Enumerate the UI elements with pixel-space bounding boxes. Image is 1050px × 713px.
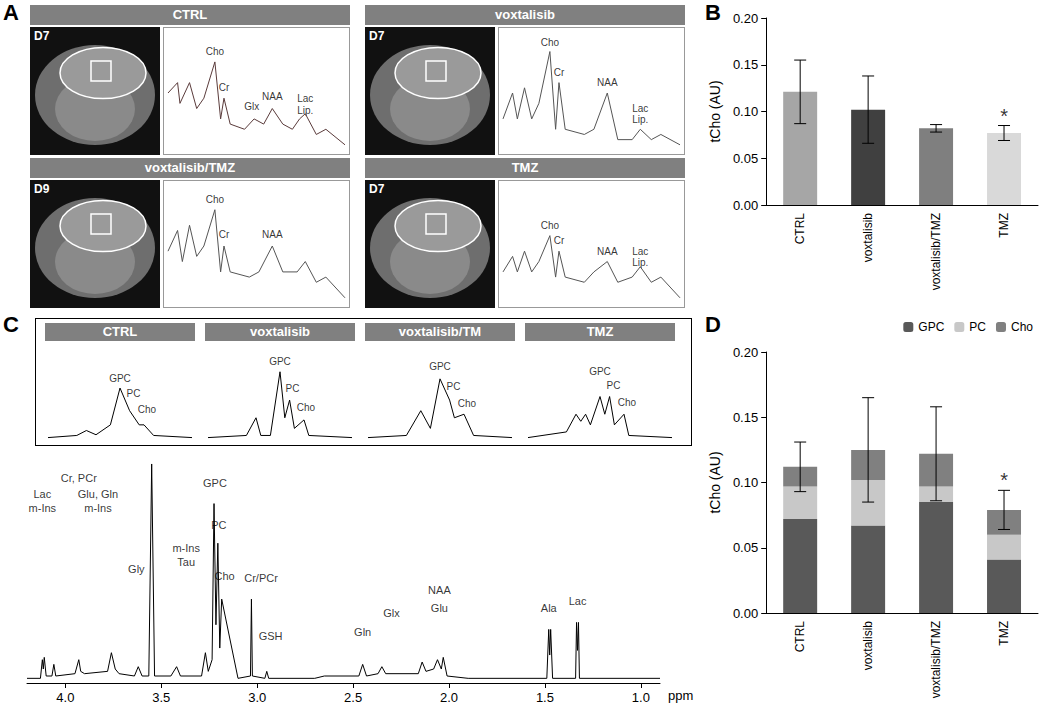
- svg-text:PC: PC: [446, 381, 460, 392]
- svg-text:NAA: NAA: [597, 77, 618, 88]
- svg-text:m-Ins: m-Ins: [172, 542, 200, 554]
- svg-text:GPC: GPC: [203, 477, 227, 489]
- svg-text:Lip.: Lip.: [297, 105, 314, 117]
- svg-text:voxtalisib: voxtalisib: [861, 621, 875, 671]
- html-text:voxtalisib: voxtalisib: [250, 324, 310, 339]
- svg-text:GPC: GPC: [918, 320, 944, 334]
- svg-text:1.5: 1.5: [536, 690, 554, 705]
- svg-text:PC: PC: [286, 383, 300, 394]
- svg-text:1.0: 1.0: [632, 690, 650, 705]
- svg-text:CTRL: CTRL: [793, 213, 807, 245]
- svg-text:Cho: Cho: [297, 402, 316, 413]
- svg-text:*: *: [1000, 469, 1008, 491]
- svg-text:tCho (AU): tCho (AU): [707, 451, 723, 513]
- svg-text:TMZ: TMZ: [997, 213, 1011, 238]
- html-text:D7: D7: [369, 182, 385, 196]
- svg-text:Cr: Cr: [554, 67, 565, 78]
- html-text:voxtalisib/TM: voxtalisib/TM: [398, 324, 482, 339]
- html-text:D7: D7: [34, 29, 50, 43]
- html-text:TMZ: TMZ: [511, 160, 539, 175]
- svg-text:Cho: Cho: [206, 46, 225, 57]
- svg-text:Cho: Cho: [214, 569, 235, 582]
- svg-text:PC: PC: [211, 518, 227, 531]
- svg-text:0.20: 0.20: [733, 11, 758, 26]
- html-text:TMZ: TMZ: [586, 324, 614, 339]
- svg-text:m-Ins: m-Ins: [84, 502, 112, 514]
- html-text:D9: D9: [34, 182, 50, 196]
- svg-text:Cr, PCr: Cr, PCr: [61, 472, 97, 484]
- svg-text:Cho: Cho: [138, 404, 157, 415]
- svg-text:tCho (AU): tCho (AU): [707, 80, 723, 142]
- svg-text:0.05: 0.05: [733, 151, 758, 166]
- svg-text:Glu: Glu: [431, 602, 448, 614]
- svg-text:GPC: GPC: [269, 356, 291, 367]
- svg-text:NAA: NAA: [262, 91, 283, 102]
- svg-text:0.20: 0.20: [733, 345, 758, 360]
- svg-text:0.15: 0.15: [733, 410, 758, 425]
- svg-text:*: *: [1000, 105, 1008, 127]
- svg-text:Cho: Cho: [1011, 320, 1033, 334]
- html-text:C: C: [3, 312, 19, 337]
- svg-text:Lac: Lac: [632, 246, 648, 257]
- svg-text:Cr/PCr: Cr/PCr: [244, 572, 278, 584]
- html-text:voxtalisib/TMZ: voxtalisib/TMZ: [144, 160, 236, 175]
- svg-text:Cho: Cho: [541, 220, 560, 231]
- svg-text:Lac: Lac: [33, 488, 51, 500]
- svg-text:GPC: GPC: [589, 366, 611, 377]
- html-text:CTRL: CTRL: [102, 324, 138, 339]
- svg-text:Glu, Gln: Glu, Gln: [78, 488, 118, 500]
- html-text:voxtalisib: voxtalisib: [495, 7, 555, 22]
- svg-text:3.0: 3.0: [248, 690, 266, 705]
- svg-text:PC: PC: [606, 380, 620, 391]
- svg-text:Cr: Cr: [219, 82, 230, 93]
- html-text:D7: D7: [369, 29, 385, 43]
- svg-text:NAA: NAA: [597, 246, 618, 257]
- svg-text:0.10: 0.10: [733, 475, 758, 490]
- svg-text:PC: PC: [969, 320, 986, 334]
- svg-text:Lip.: Lip.: [632, 257, 649, 269]
- svg-text:0.00: 0.00: [733, 198, 758, 213]
- svg-text:NAA: NAA: [262, 229, 283, 240]
- svg-text:Cho: Cho: [206, 194, 225, 205]
- svg-text:4.0: 4.0: [56, 690, 74, 705]
- svg-text:GSH: GSH: [259, 630, 283, 642]
- html-text:D: D: [705, 312, 721, 337]
- html-text:CTRL: CTRL: [172, 7, 208, 22]
- svg-text:Cho: Cho: [618, 397, 637, 408]
- svg-text:Lac: Lac: [297, 93, 313, 104]
- svg-text:voxtalisib: voxtalisib: [861, 213, 875, 263]
- svg-text:Tau: Tau: [177, 556, 195, 568]
- svg-text:0.05: 0.05: [733, 540, 758, 555]
- svg-text:Glx: Glx: [244, 101, 259, 112]
- svg-text:GPC: GPC: [109, 373, 131, 384]
- svg-text:Glx: Glx: [383, 607, 400, 619]
- svg-text:2.5: 2.5: [344, 690, 362, 705]
- svg-text:NAA: NAA: [428, 584, 451, 596]
- svg-text:0.00: 0.00: [733, 606, 758, 621]
- svg-text:GPC: GPC: [429, 361, 451, 372]
- svg-text:CTRL: CTRL: [793, 621, 807, 653]
- html-text:A: A: [3, 0, 19, 25]
- svg-text:Lac: Lac: [632, 103, 648, 114]
- svg-text:0.15: 0.15: [733, 57, 758, 72]
- svg-text:m-Ins: m-Ins: [29, 502, 57, 514]
- svg-text:Cr: Cr: [219, 229, 230, 240]
- svg-text:0.10: 0.10: [733, 104, 758, 119]
- svg-text:Cho: Cho: [541, 37, 560, 48]
- svg-text:TMZ: TMZ: [997, 621, 1011, 646]
- svg-text:Ala: Ala: [541, 602, 558, 614]
- svg-text:Lac: Lac: [569, 595, 587, 607]
- svg-text:voxtalisib/TMZ: voxtalisib/TMZ: [929, 621, 943, 698]
- svg-text:PC: PC: [126, 388, 140, 399]
- svg-text:voxtalisib/TMZ: voxtalisib/TMZ: [929, 213, 943, 290]
- svg-text:Gln: Gln: [354, 626, 371, 638]
- svg-text:Lip.: Lip.: [632, 114, 648, 125]
- svg-text:Cho: Cho: [458, 398, 477, 409]
- svg-text:Cr: Cr: [554, 235, 565, 246]
- html-text:B: B: [705, 0, 721, 25]
- svg-text:ppm: ppm: [668, 688, 693, 703]
- svg-text:2.0: 2.0: [440, 690, 458, 705]
- svg-text:Gly: Gly: [128, 563, 145, 575]
- svg-text:3.5: 3.5: [152, 690, 170, 705]
